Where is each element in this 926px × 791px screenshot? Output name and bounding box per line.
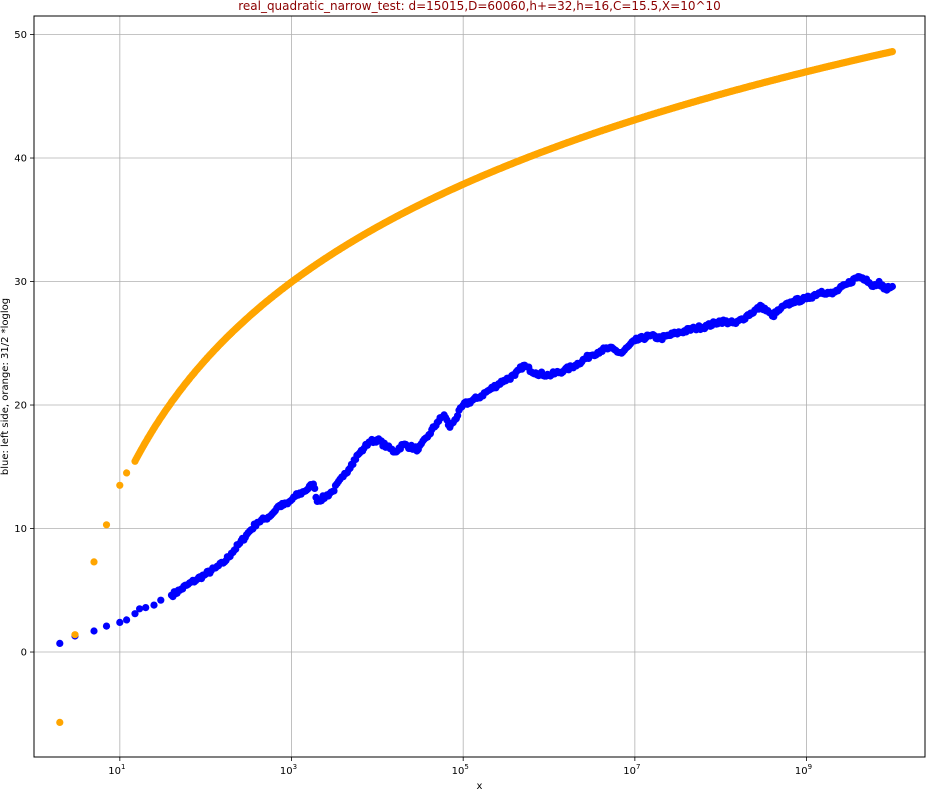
data-point — [56, 639, 64, 648]
series-0 — [56, 273, 897, 648]
y-tick-label: 0 — [21, 648, 27, 659]
data-point — [90, 558, 98, 566]
x-tick-label: 101 — [108, 763, 125, 777]
x-tick-label: 105 — [452, 763, 469, 777]
data-point — [311, 484, 319, 492]
data-point — [102, 622, 111, 630]
data-point — [90, 627, 98, 635]
grid-lines — [34, 16, 925, 757]
x-axis-label: x — [477, 781, 483, 791]
x-tick-label: 103 — [280, 763, 297, 777]
data-point — [123, 616, 131, 624]
data-point — [142, 604, 150, 612]
y-axis-label: blue: left side, orange: 31/2 *loglog — [0, 298, 11, 475]
y-tick-label: 40 — [14, 154, 27, 165]
data-point — [56, 718, 64, 727]
x-tick-label: 107 — [623, 763, 640, 777]
data-point — [454, 412, 462, 420]
series-1 — [56, 48, 897, 727]
data-point — [150, 601, 158, 609]
data-point — [116, 618, 124, 627]
y-tick-label: 30 — [14, 277, 27, 288]
data-point — [71, 631, 79, 639]
data-point — [330, 487, 338, 495]
data-point — [888, 282, 897, 291]
data-point — [116, 481, 124, 489]
chart-title: real_quadratic_narrow_test: d=15015,D=60… — [238, 0, 721, 13]
data-point — [102, 521, 111, 529]
x-tick-label: 109 — [795, 763, 812, 777]
y-tick-label: 10 — [14, 524, 27, 535]
x-axis-ticks: 101 103 105 107 109 — [108, 757, 812, 777]
data-point — [136, 605, 144, 613]
y-axis-ticks: 0 10 20 30 40 50 — [14, 30, 34, 659]
data-point — [123, 469, 131, 477]
series-layer — [56, 48, 897, 727]
y-tick-label: 20 — [14, 401, 27, 412]
y-tick-label: 50 — [14, 30, 27, 41]
data-point — [888, 48, 897, 56]
data-point — [131, 610, 139, 618]
plot-frame — [33, 15, 926, 758]
data-point — [157, 596, 165, 604]
